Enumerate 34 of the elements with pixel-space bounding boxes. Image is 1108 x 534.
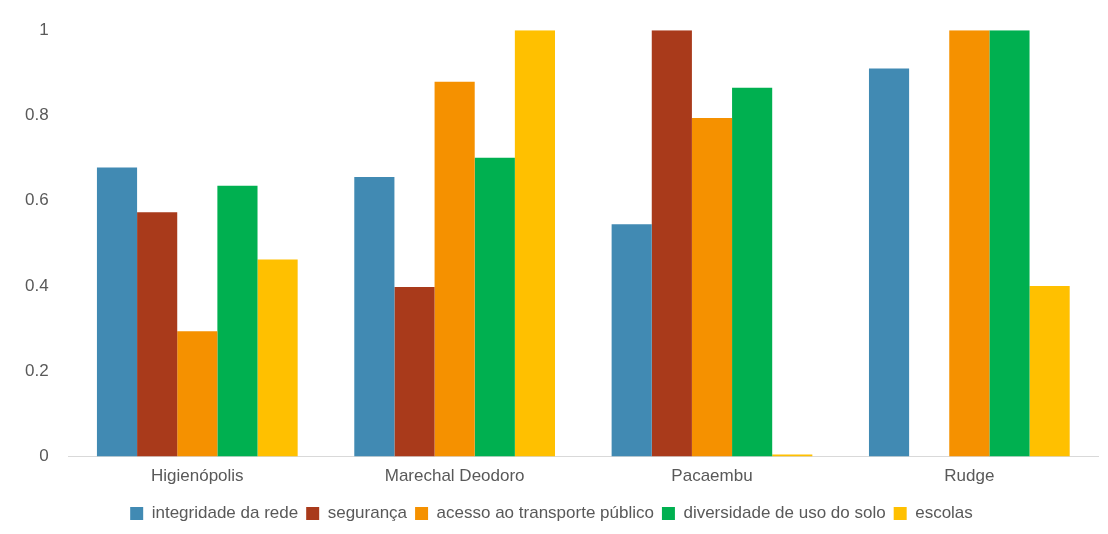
y-tick-label: 1: [39, 19, 49, 39]
bar: [514, 30, 556, 457]
y-tick-label: 0.8: [24, 105, 49, 125]
bar: [611, 224, 652, 457]
legend-label: segurança: [327, 503, 408, 523]
bar: [772, 454, 813, 457]
bar: [732, 87, 773, 457]
legend-label: escolas: [915, 503, 973, 523]
y-tick-label: 0.2: [24, 361, 49, 381]
legend-label: integridade da rede: [151, 503, 299, 523]
bar: [394, 286, 435, 457]
bar: [217, 185, 258, 457]
bar: [434, 81, 475, 457]
bar: [1029, 286, 1070, 457]
bar: [137, 212, 178, 457]
bar: [96, 167, 138, 457]
x-tick-label: Pacaembu: [671, 466, 753, 486]
y-tick-label: 0.6: [24, 190, 49, 210]
bar: [989, 30, 1030, 457]
bar: [651, 30, 692, 457]
bar: [177, 331, 218, 457]
y-tick-label: 0: [39, 446, 49, 466]
y-tick-label: 0.4: [24, 275, 49, 295]
x-tick-label: Higienópolis: [150, 466, 244, 486]
legend-label: diversidade de uso do solo: [683, 503, 886, 523]
bar: [354, 176, 395, 457]
bar: [868, 68, 910, 457]
bar: [257, 259, 298, 457]
x-tick-label: Marechal Deodoro: [384, 466, 525, 486]
bar: [691, 118, 733, 457]
bar: [474, 157, 515, 457]
bar: [949, 30, 990, 457]
x-tick-label: Rudge: [944, 466, 995, 486]
legend-label: acesso ao transporte público: [436, 503, 654, 523]
